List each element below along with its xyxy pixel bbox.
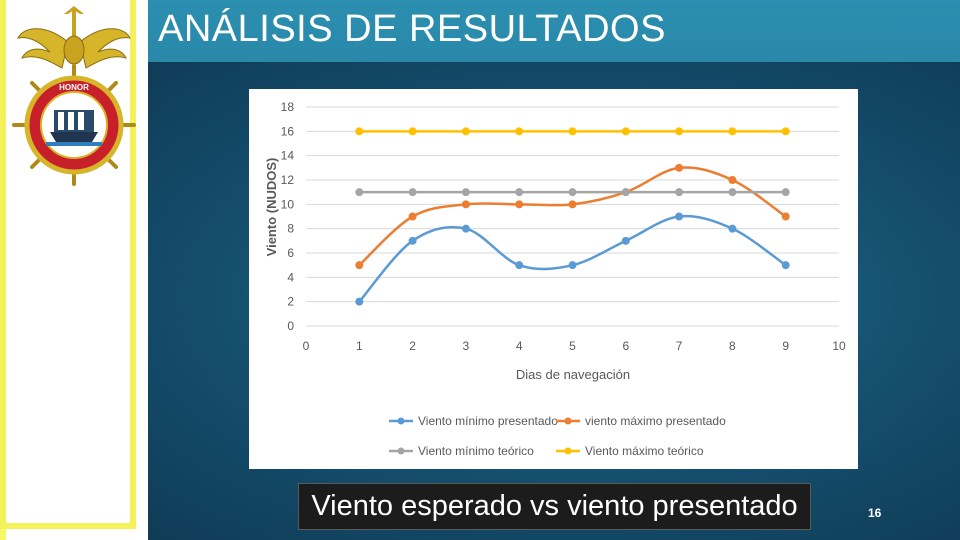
yellow-frame — [0, 0, 136, 529]
y-tick-label: 2 — [287, 295, 294, 309]
data-point — [461, 127, 470, 136]
chart-legend: Viento mínimo presentado viento máximo pr… — [389, 414, 726, 458]
data-point — [355, 127, 364, 136]
x-tick-label: 5 — [569, 339, 576, 353]
slide-title: ANÁLISIS DE RESULTADOS — [158, 8, 666, 50]
data-point — [781, 127, 790, 136]
chart-grid — [306, 106, 839, 327]
data-point — [728, 127, 737, 136]
data-point — [568, 200, 577, 209]
data-point — [461, 224, 470, 233]
chart-caption: Viento esperado vs viento presentado — [298, 483, 811, 530]
x-tick-label: 8 — [729, 339, 736, 353]
data-point — [568, 188, 577, 197]
data-point — [515, 127, 524, 136]
data-point — [728, 224, 737, 233]
legend-marker — [397, 417, 405, 425]
data-point — [461, 188, 470, 197]
data-point — [675, 212, 684, 221]
y-tick-label: 10 — [281, 197, 295, 211]
data-point — [781, 261, 790, 270]
x-tick-label: 7 — [676, 339, 683, 353]
data-point — [355, 188, 364, 197]
left-panel: HONOR — [0, 0, 148, 540]
chart-series — [355, 127, 790, 306]
legend-label: viento máximo presentado — [585, 414, 726, 428]
data-point — [355, 261, 364, 270]
data-point — [675, 188, 684, 197]
data-point — [408, 236, 417, 245]
data-point — [621, 127, 630, 136]
x-tick-label: 0 — [303, 339, 310, 353]
x-tick-label: 2 — [409, 339, 416, 353]
series-line — [358, 166, 787, 267]
y-tick-label: 4 — [287, 270, 294, 284]
legend-label: Viento mínimo teórico — [418, 444, 534, 458]
data-point — [515, 188, 524, 197]
data-point — [675, 163, 684, 172]
page-number: 16 — [868, 506, 882, 520]
data-point — [568, 127, 577, 136]
data-point — [408, 212, 417, 221]
data-point — [355, 297, 364, 306]
y-tick-label: 8 — [287, 222, 294, 236]
naval-school-logo: HONOR — [12, 6, 136, 186]
data-point — [621, 188, 630, 197]
legend-label: Viento máximo teórico — [585, 444, 704, 458]
y-tick-label: 0 — [287, 319, 294, 333]
y-tick-label: 6 — [287, 246, 294, 260]
y-tick-label: 16 — [281, 124, 295, 138]
svg-text:HONOR: HONOR — [59, 83, 89, 92]
data-point — [515, 200, 524, 209]
data-point — [728, 176, 737, 184]
data-point — [781, 212, 790, 221]
x-tick-label: 1 — [356, 339, 363, 353]
x-tick-label: 6 — [622, 339, 629, 353]
data-point — [675, 127, 684, 136]
x-tick-label: 4 — [516, 339, 523, 353]
data-point — [408, 188, 417, 197]
legend-marker — [564, 447, 572, 455]
x-tick-label: 9 — [782, 339, 789, 353]
y-tick-label: 18 — [281, 100, 295, 114]
data-point — [568, 261, 577, 270]
data-point — [728, 188, 737, 197]
y-tick-label: 12 — [281, 173, 295, 187]
x-axis-label: Dias de navegación — [516, 367, 630, 382]
x-tick-label: 3 — [463, 339, 470, 353]
data-point — [515, 261, 524, 270]
data-point — [408, 127, 417, 136]
y-axis-label: Viento (NUDOS) — [264, 158, 279, 257]
chart-container: 0 2 4 6 8 10 12 14 16 18 0 1 2 3 4 5 6 7 8 9 10 Viento mínim… — [249, 89, 858, 469]
legend-label: Viento mínimo presentado — [418, 414, 558, 428]
title-bar — [148, 0, 960, 62]
legend-marker — [564, 417, 572, 425]
data-point — [621, 236, 630, 245]
x-tick-label: 10 — [832, 339, 846, 353]
legend-marker — [397, 447, 405, 455]
data-point — [461, 200, 470, 209]
data-point — [781, 188, 790, 197]
y-tick-label: 14 — [281, 149, 295, 163]
